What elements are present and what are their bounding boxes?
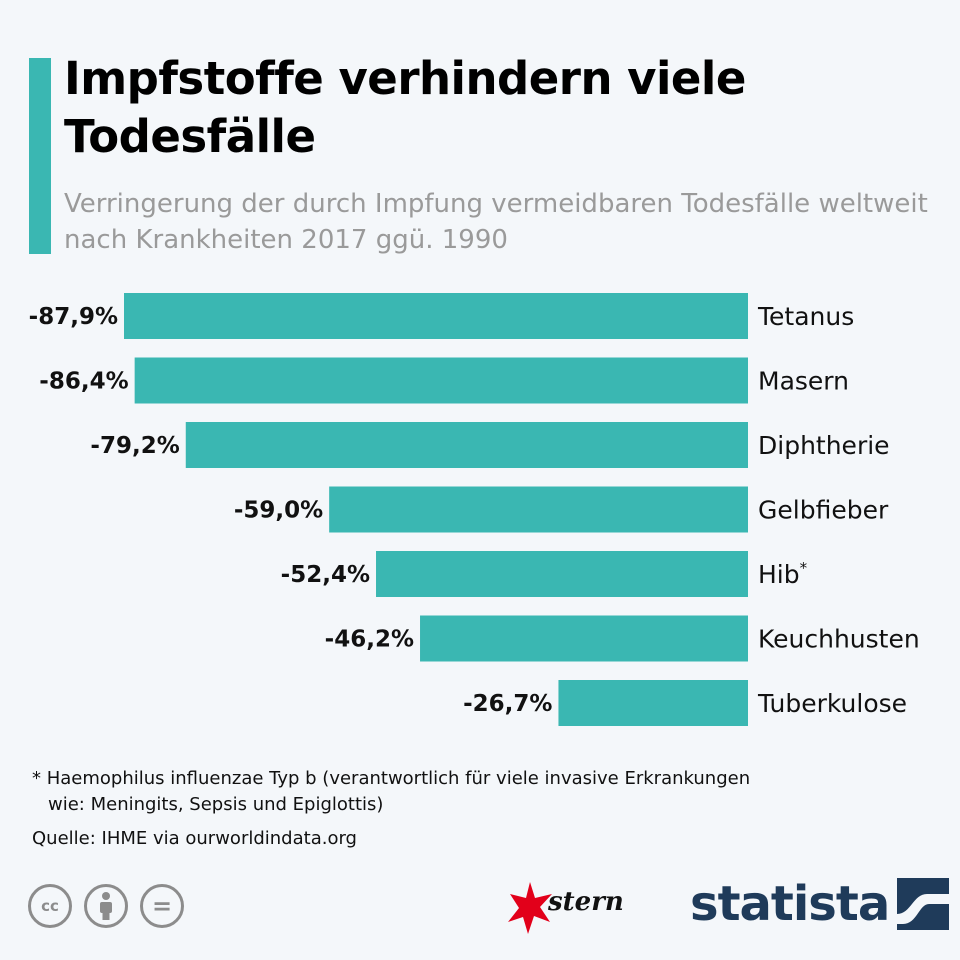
accent-bar [29, 58, 51, 254]
stern-wordmark: stern [547, 887, 624, 917]
footnote-marker: * [800, 559, 808, 577]
footnote-line-1: * Haemophilus influenzae Typ b (verantwo… [32, 768, 751, 789]
license-icons: cc = [28, 884, 184, 928]
bar-diphtherie [185, 422, 748, 468]
value-label-hib: -52,4% [281, 562, 370, 588]
cc-icon-text: cc [41, 897, 59, 915]
category-label-gelbfieber: Gelbfieber [758, 496, 889, 525]
bar-chart: -87,9% Tetanus -86,4% Masern -79,2% Diphtheri… [29, 293, 920, 726]
category-label-keuchhusten: Keuchhusten [758, 625, 920, 654]
category-label-hib: Hib* [758, 559, 808, 589]
value-label-gelbfieber: -59,0% [234, 498, 323, 524]
bar-tuberkulose [558, 680, 748, 726]
value-label-keuchhusten: -46,2% [325, 627, 414, 653]
statista-icon [897, 878, 950, 930]
value-label-tuberkulose: -26,7% [463, 691, 552, 717]
statista-wordmark: statista [690, 876, 890, 932]
category-label-masern: Masern [758, 367, 849, 396]
value-label-masern: -86,4% [39, 369, 128, 395]
footnote: * Haemophilus influenzae Typ b (verantwo… [32, 766, 912, 818]
attribution-icon[interactable] [84, 884, 128, 928]
category-label-tetanus: Tetanus [757, 302, 854, 331]
chart-subtitle: Verringerung der durch Impfung vermeidba… [64, 189, 928, 255]
chart-title: Impfstoffe verhindern viele Todesfälle [64, 52, 746, 163]
stern-logo[interactable]: stern [508, 880, 648, 941]
no-derivatives-icon-text: = [151, 892, 173, 920]
bar-masern [134, 357, 749, 404]
bar-hib [376, 551, 748, 597]
source-note: Quelle: IHME via ourworldindata.org [32, 828, 357, 849]
value-label-tetanus: -87,9% [29, 304, 118, 330]
no-derivatives-icon[interactable]: = [140, 884, 184, 928]
bar-gelbfieber [329, 486, 748, 533]
person-icon [100, 892, 112, 920]
bar-tetanus [124, 293, 748, 339]
category-label-diphtherie: Diphtherie [758, 431, 890, 460]
stern-star-icon [508, 882, 552, 934]
category-label-tuberkulose: Tuberkulose [757, 689, 907, 718]
statista-logo[interactable]: statista [690, 876, 950, 932]
bar-keuchhusten [420, 615, 748, 662]
cc-icon[interactable]: cc [28, 884, 72, 928]
value-label-diphtherie: -79,2% [90, 433, 179, 459]
footnote-line-2: wie: Meningits, Sepsis und Epiglottis) [48, 794, 384, 815]
